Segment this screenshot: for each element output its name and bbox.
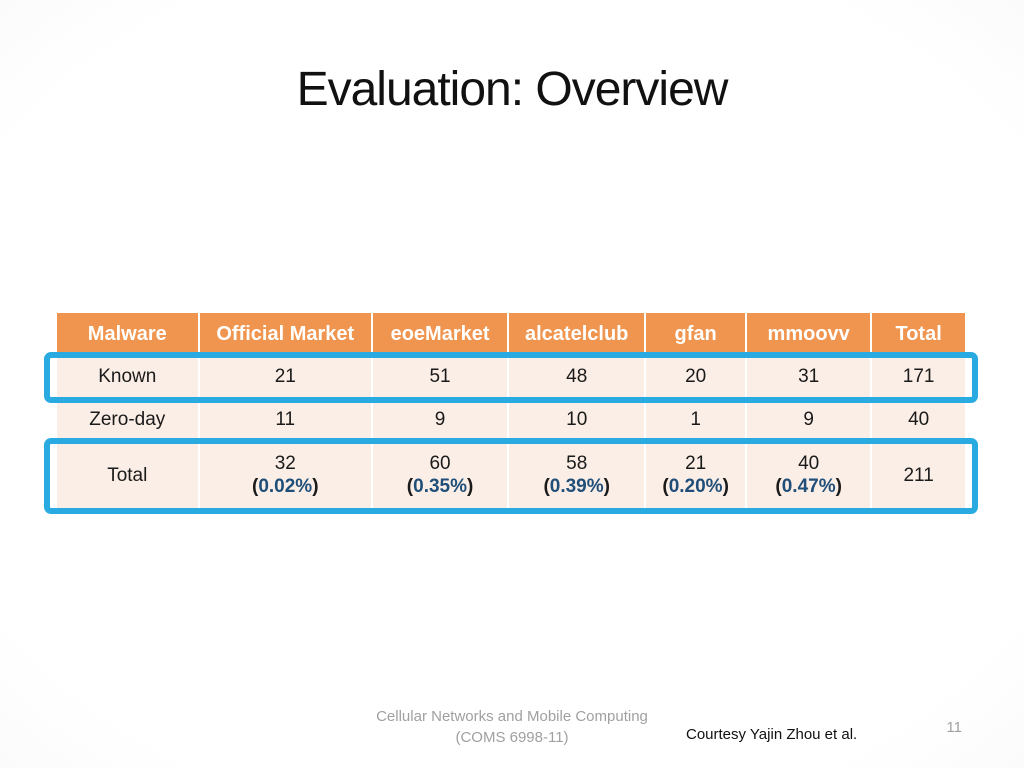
total-percent: (0.02%): [251, 476, 319, 497]
zeroday-total: 40: [872, 400, 965, 441]
header-cell-malware: Malware: [57, 313, 200, 355]
total-percent: (0.39%): [543, 476, 610, 497]
total-value: 60: [429, 453, 451, 475]
total-official-market: 32 (0.02%): [199, 443, 373, 509]
total-percent: (0.20%): [662, 476, 729, 497]
slide-title: Evaluation: Overview: [296, 63, 729, 116]
total-value: 40: [798, 453, 820, 475]
total-eoemarket: 60 (0.35%): [372, 443, 510, 509]
slide-page-number: 11: [946, 719, 962, 736]
header-cell-official-market: Official Market: [199, 313, 373, 355]
total-grand-total: 211: [872, 443, 965, 509]
total-gfan: 21 (0.20%): [646, 443, 748, 509]
table-row-total: Total 32 (0.02%) 60 (0.35%) 58 (0.39%) 2…: [57, 443, 965, 509]
known-gfan: 20: [646, 357, 748, 398]
known-eoemarket: 51: [372, 357, 510, 398]
total-value: 21: [685, 453, 707, 475]
total-value: 32: [274, 453, 296, 475]
header-cell-alcatelclub: alcatelclub: [509, 313, 647, 355]
known-total: 171: [872, 357, 965, 398]
total-percent: (0.47%): [775, 476, 842, 497]
header-cell-eoemarket: eoeMarket: [372, 313, 510, 355]
total-value: 58: [566, 453, 588, 475]
footer-course-info: Cellular Networks and Mobile Computing (…: [0, 706, 1024, 748]
zeroday-gfan: 1: [646, 400, 748, 441]
header-cell-total: Total: [872, 313, 965, 355]
zeroday-official-market: 11: [199, 400, 373, 441]
table-row-known: Known 21 51 48 20 31 171: [57, 357, 965, 398]
row-label: Known: [57, 357, 200, 398]
header-cell-mmoovv: mmoovv: [747, 313, 873, 355]
zeroday-eoemarket: 9: [372, 400, 510, 441]
zeroday-alcatelclub: 10: [509, 400, 647, 441]
footer-course-line2: (COMS 6998-11): [455, 729, 569, 746]
known-alcatelclub: 48: [509, 357, 647, 398]
total-percent: (0.35%): [406, 476, 474, 497]
row-label: Zero-day: [57, 400, 200, 441]
total-alcatelclub: 58 (0.39%): [509, 443, 647, 509]
row-label: Total: [57, 443, 200, 509]
known-official-market: 21: [199, 357, 373, 398]
zeroday-mmoovv: 9: [747, 400, 873, 441]
table-row-zero-day: Zero-day 11 9 10 1 9 40: [57, 400, 965, 441]
footer-courtesy: Courtesy Yajin Zhou et al.: [686, 726, 858, 743]
malware-table: Malware Official Market eoeMarket alcate…: [44, 313, 978, 514]
table-header-row: Malware Official Market eoeMarket alcate…: [57, 313, 965, 355]
known-mmoovv: 31: [747, 357, 873, 398]
header-cell-gfan: gfan: [646, 313, 748, 355]
footer-course-line1: Cellular Networks and Mobile Computing: [376, 708, 648, 725]
total-mmoovv: 40 (0.47%): [747, 443, 873, 509]
